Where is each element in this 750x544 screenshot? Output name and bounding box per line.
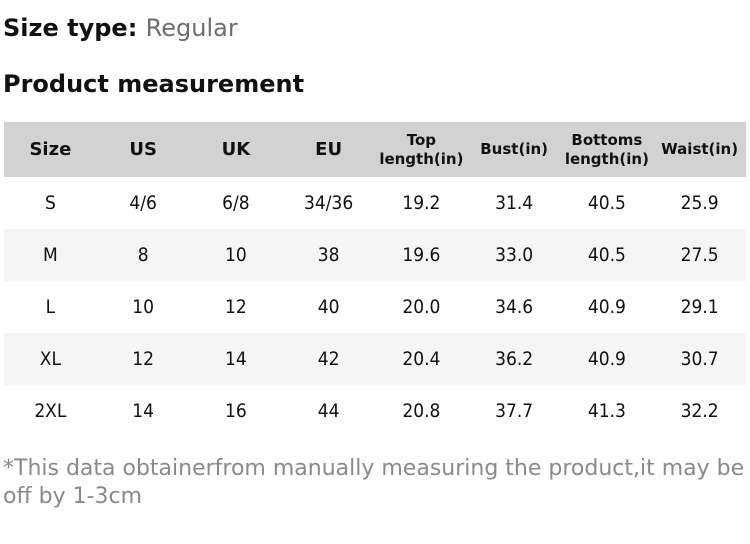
table-cell: 19.6 xyxy=(402,244,441,266)
table-cell: 6/8 xyxy=(222,192,250,214)
size-chart-table: Size US UK EU Top length(in) Bust(in) Bottoms … xyxy=(4,122,746,437)
column-header: US xyxy=(129,139,157,160)
table-cell: 20.8 xyxy=(402,400,441,422)
table-row: 2XL 14 16 44 20.8 37.7 41.3 32.2 xyxy=(4,385,746,437)
size-chart-body: S 4/6 6/8 34/36 19.2 31.4 40.5 25.9 M 8 10 38 19.6 33… xyxy=(4,177,746,437)
table-row: S 4/6 6/8 34/36 19.2 31.4 40.5 25.9 xyxy=(4,177,746,229)
page-title: Product measurement xyxy=(3,70,305,98)
table-cell: 42 xyxy=(317,348,340,370)
table-cell: 25.9 xyxy=(680,192,719,214)
column-header: Size xyxy=(29,139,72,160)
table-cell: 14 xyxy=(225,348,247,370)
table-cell: 37.7 xyxy=(495,400,534,422)
table-cell: 36.2 xyxy=(495,348,534,370)
table-row: M 8 10 38 19.6 33.0 40.5 27.5 xyxy=(4,229,746,281)
table-cell: 20.4 xyxy=(402,348,441,370)
size-type-label: Size type: xyxy=(3,14,138,42)
table-cell: 16 xyxy=(225,400,247,422)
column-header: EU xyxy=(315,139,343,160)
table-cell: 27.5 xyxy=(680,244,719,266)
table-cell: L xyxy=(45,296,56,318)
column-header: UK xyxy=(221,139,251,160)
table-cell: 19.2 xyxy=(402,192,441,214)
table-cell: 40.5 xyxy=(587,192,626,214)
table-cell: 44 xyxy=(317,400,340,422)
table-cell: 14 xyxy=(132,400,154,422)
table-cell: S xyxy=(44,192,56,214)
table-row: L 10 12 40 20.0 34.6 40.9 29.1 xyxy=(4,281,746,333)
table-cell: 20.0 xyxy=(402,296,441,318)
table-cell: 10 xyxy=(225,244,247,266)
table-cell: 32.2 xyxy=(680,400,719,422)
column-header: Top length(in) xyxy=(379,130,464,168)
table-cell: 8 xyxy=(137,244,149,266)
table-cell: 40.9 xyxy=(587,296,626,318)
table-cell: 41.3 xyxy=(587,400,626,422)
table-cell: 34.6 xyxy=(495,296,534,318)
table-row: XL 12 14 42 20.4 36.2 40.9 30.7 xyxy=(4,333,746,385)
column-header: Waist(in) xyxy=(661,140,739,159)
table-cell: 33.0 xyxy=(495,244,534,266)
table-cell: XL xyxy=(39,348,61,370)
table-cell: 40.5 xyxy=(587,244,626,266)
table-cell: 31.4 xyxy=(495,192,534,214)
size-type-row: Size type: Regular xyxy=(3,14,750,42)
table-cell: 29.1 xyxy=(680,296,719,318)
table-cell: 4/6 xyxy=(129,192,157,214)
column-header: Bust(in) xyxy=(480,140,548,159)
measurement-disclaimer: *This data obtainerfrom manually measuri… xyxy=(3,456,745,509)
table-cell: 38 xyxy=(317,244,340,266)
header-row: Size US UK EU Top length(in) Bust(in) Bottoms … xyxy=(4,122,746,177)
table-cell: 12 xyxy=(225,296,247,318)
table-cell: 30.7 xyxy=(680,348,719,370)
size-chart-header: Size US UK EU Top length(in) Bust(in) Bottoms … xyxy=(4,122,746,177)
table-cell: 2XL xyxy=(34,400,67,422)
table-cell: 10 xyxy=(132,296,154,318)
table-cell: 40 xyxy=(317,296,340,318)
column-header: Bottoms length(in) xyxy=(564,130,649,168)
table-cell: 40.9 xyxy=(587,348,626,370)
size-type-value: Regular xyxy=(145,14,238,42)
table-cell: 34/36 xyxy=(303,192,354,214)
table-cell: M xyxy=(42,244,58,266)
table-cell: 12 xyxy=(132,348,154,370)
